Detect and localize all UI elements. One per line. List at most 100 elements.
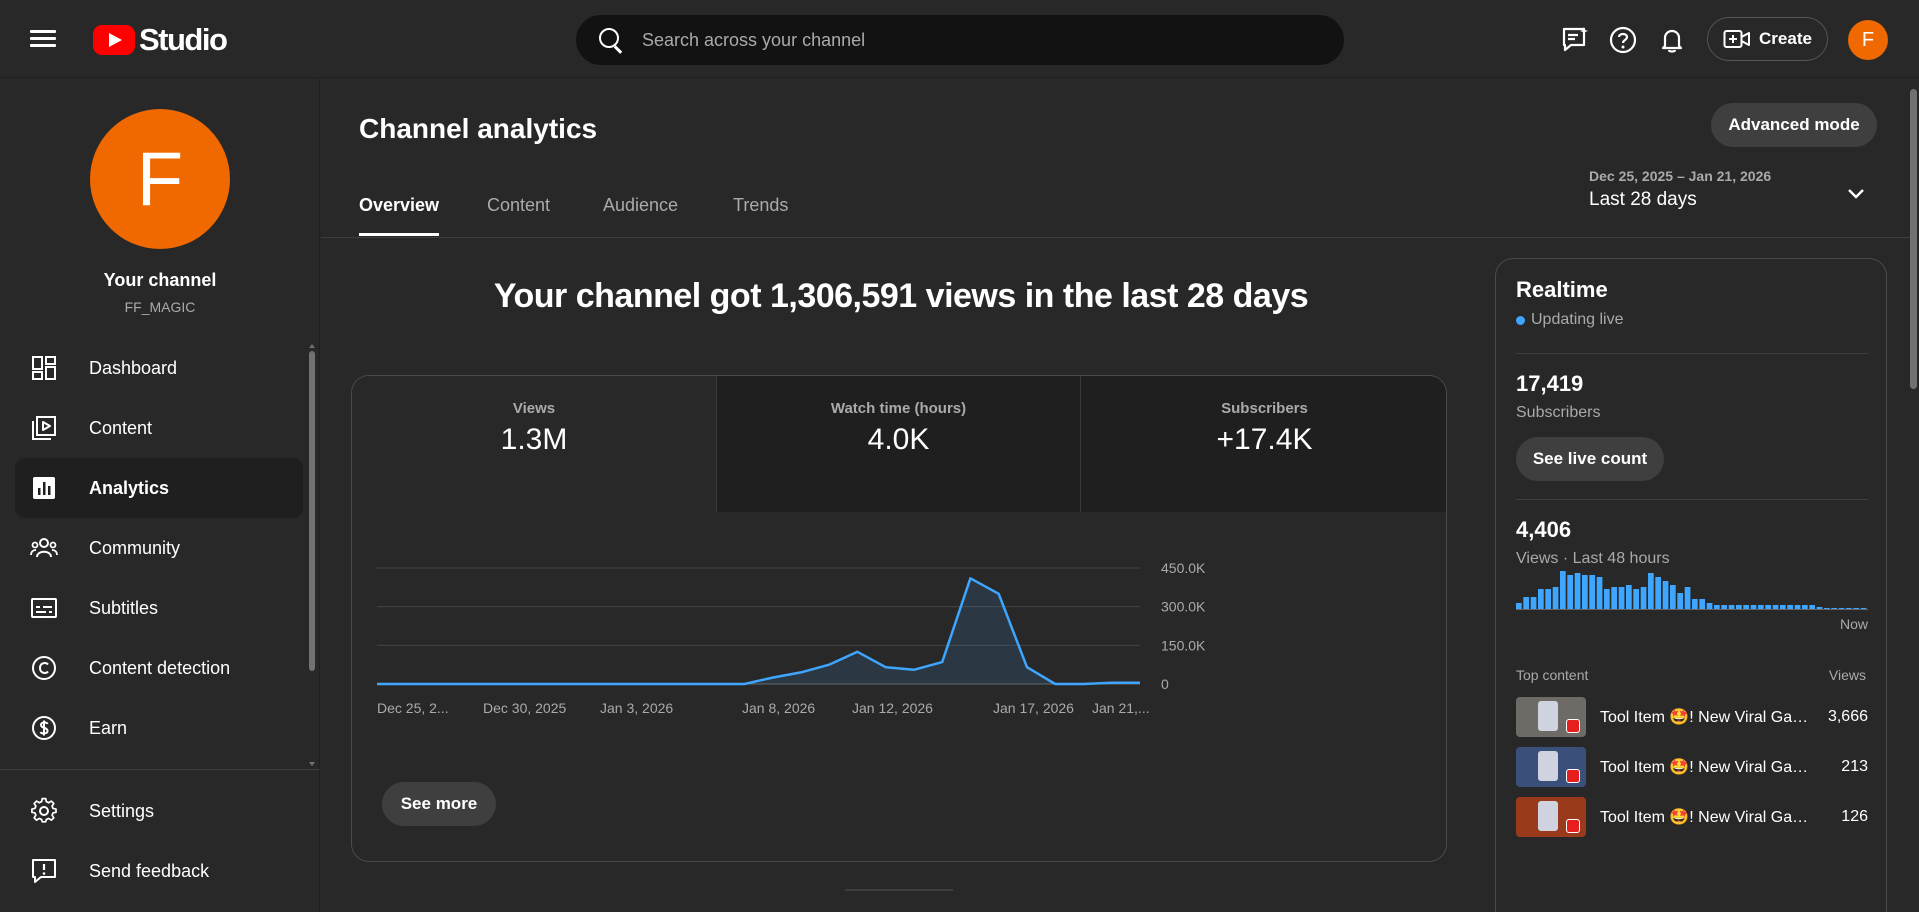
search-input[interactable]: [642, 29, 1242, 51]
see-more-button[interactable]: See more: [382, 782, 496, 826]
sidebar-item-content-detection[interactable]: Content detection: [15, 638, 303, 698]
realtime-bar[interactable]: [1530, 597, 1537, 609]
feedback-icon[interactable]: [1560, 25, 1590, 55]
bell-icon[interactable]: [1657, 25, 1687, 55]
create-button[interactable]: Create: [1707, 17, 1828, 61]
scroll-up-icon[interactable]: [309, 343, 315, 349]
realtime-bar[interactable]: [1714, 605, 1720, 609]
see-live-count-button[interactable]: See live count: [1516, 437, 1664, 481]
realtime-bar[interactable]: [1574, 573, 1581, 609]
realtime-bar[interactable]: [1838, 608, 1845, 609]
tab-trends[interactable]: Trends: [733, 195, 789, 215]
realtime-bar[interactable]: [1831, 608, 1837, 609]
realtime-bar[interactable]: [1692, 599, 1698, 609]
realtime-bar[interactable]: [1846, 608, 1852, 609]
page-scrollbar[interactable]: [1908, 79, 1919, 912]
analytics-icon: [33, 477, 55, 499]
realtime-bar[interactable]: [1750, 605, 1757, 609]
scroll-down-icon[interactable]: [309, 761, 315, 767]
sidebar-item-earn[interactable]: Earn: [15, 698, 303, 758]
views-chart[interactable]: 450.0K 300.0K 150.0K 0 Dec 25, 2... Dec 30, 2…: [352, 512, 1447, 762]
realtime-bar[interactable]: [1787, 605, 1793, 609]
metric-label: Views: [512, 400, 556, 417]
realtime-bar[interactable]: [1816, 607, 1823, 609]
scrollbar-thumb[interactable]: [309, 351, 315, 671]
realtime-bar[interactable]: [1670, 585, 1676, 609]
metric-subscribers[interactable]: Subscribers +17.4K: [1080, 376, 1446, 512]
realtime-bar[interactable]: [1626, 585, 1632, 609]
top-content-item[interactable]: Tool Item 🤩! New Viral Game ... 213: [1516, 746, 1868, 788]
realtime-bar[interactable]: [1721, 605, 1727, 609]
page-scrollbar-thumb[interactable]: [1910, 89, 1917, 389]
realtime-bar[interactable]: [1677, 593, 1683, 609]
realtime-bar[interactable]: [1640, 587, 1647, 609]
top-content-item[interactable]: Tool Item 🤩! New Viral Game ... 3,666: [1516, 696, 1868, 738]
realtime-bar[interactable]: [1743, 605, 1749, 609]
top-content-item[interactable]: Tool Item 🤩! New Viral Game ... 126: [1516, 796, 1868, 838]
metric-watch-time[interactable]: Watch time (hours) 4.0K: [716, 376, 1080, 512]
sidebar-item-content[interactable]: Content: [15, 398, 303, 458]
realtime-bar[interactable]: [1765, 605, 1771, 609]
realtime-bar[interactable]: [1706, 603, 1713, 609]
realtime-bar-chart[interactable]: [1516, 564, 1868, 610]
sidebar-scrollbar[interactable]: [309, 343, 315, 766]
realtime-bar[interactable]: [1780, 605, 1786, 609]
realtime-bar[interactable]: [1538, 589, 1544, 609]
sidebar-label: Analytics: [89, 477, 170, 498]
studio-logo[interactable]: Studio: [93, 20, 228, 60]
sidebar-item-analytics[interactable]: Analytics: [15, 458, 303, 518]
realtime-bar[interactable]: [1648, 573, 1654, 609]
help-icon[interactable]: [1608, 25, 1638, 55]
realtime-bar[interactable]: [1736, 605, 1742, 609]
metric-value: 1.3M: [500, 423, 568, 456]
realtime-bar[interactable]: [1596, 577, 1603, 609]
realtime-bar[interactable]: [1633, 589, 1639, 609]
tab-overview[interactable]: Overview: [359, 195, 440, 236]
realtime-bar[interactable]: [1545, 589, 1551, 609]
search-bar[interactable]: [576, 15, 1344, 65]
realtime-bar[interactable]: [1684, 587, 1691, 609]
sidebar-item-send-feedback[interactable]: Send feedback: [15, 841, 303, 901]
realtime-bar[interactable]: [1824, 608, 1830, 609]
realtime-bar[interactable]: [1802, 605, 1808, 609]
realtime-bar[interactable]: [1582, 575, 1588, 609]
date-range[interactable]: Dec 25, 2025 – Jan 21, 2026: [1589, 168, 1772, 184]
realtime-bar[interactable]: [1611, 587, 1617, 609]
metric-views[interactable]: Views 1.3M: [352, 376, 716, 512]
video-views: 3,666: [1827, 708, 1868, 725]
menu-icon[interactable]: [30, 26, 56, 52]
realtime-bar[interactable]: [1728, 605, 1735, 609]
realtime-bar[interactable]: [1699, 599, 1705, 609]
realtime-bar[interactable]: [1758, 605, 1764, 609]
sidebar-item-community[interactable]: Community: [15, 518, 303, 578]
realtime-bar[interactable]: [1772, 605, 1779, 609]
realtime-bar[interactable]: [1662, 581, 1669, 609]
realtime-bar[interactable]: [1567, 575, 1573, 609]
date-period-label[interactable]: Last 28 days: [1589, 189, 1697, 210]
realtime-bar[interactable]: [1523, 597, 1529, 609]
realtime-bar[interactable]: [1655, 577, 1661, 609]
realtime-bar[interactable]: [1860, 608, 1867, 609]
sidebar-item-settings[interactable]: Settings: [15, 781, 303, 841]
realtime-bar[interactable]: [1560, 571, 1566, 609]
realtime-bar[interactable]: [1809, 605, 1815, 609]
realtime-bar[interactable]: [1516, 603, 1522, 609]
account-avatar[interactable]: F: [1848, 20, 1888, 60]
realtime-bar[interactable]: [1794, 605, 1801, 609]
chevron-down-icon[interactable]: [1845, 183, 1867, 205]
realtime-bar[interactable]: [1589, 575, 1595, 609]
tab-content[interactable]: Content: [487, 195, 551, 215]
realtime-bar[interactable]: [1552, 587, 1559, 609]
realtime-bar[interactable]: [1604, 589, 1610, 609]
sidebar-item-dashboard[interactable]: Dashboard: [15, 338, 303, 398]
create-label: Create: [1759, 29, 1812, 48]
channel-avatar[interactable]: F: [90, 109, 230, 249]
realtime-bar[interactable]: [1618, 587, 1625, 609]
realtime-bar[interactable]: [1853, 608, 1859, 609]
channel-label: Your channel: [103, 270, 217, 290]
advanced-mode-button[interactable]: Advanced mode: [1711, 103, 1877, 147]
views-series-line[interactable]: [377, 577, 1140, 686]
search-icon[interactable]: [598, 27, 624, 53]
sidebar-item-subtitles[interactable]: Subtitles: [15, 578, 303, 638]
tab-audience[interactable]: Audience: [603, 195, 679, 215]
